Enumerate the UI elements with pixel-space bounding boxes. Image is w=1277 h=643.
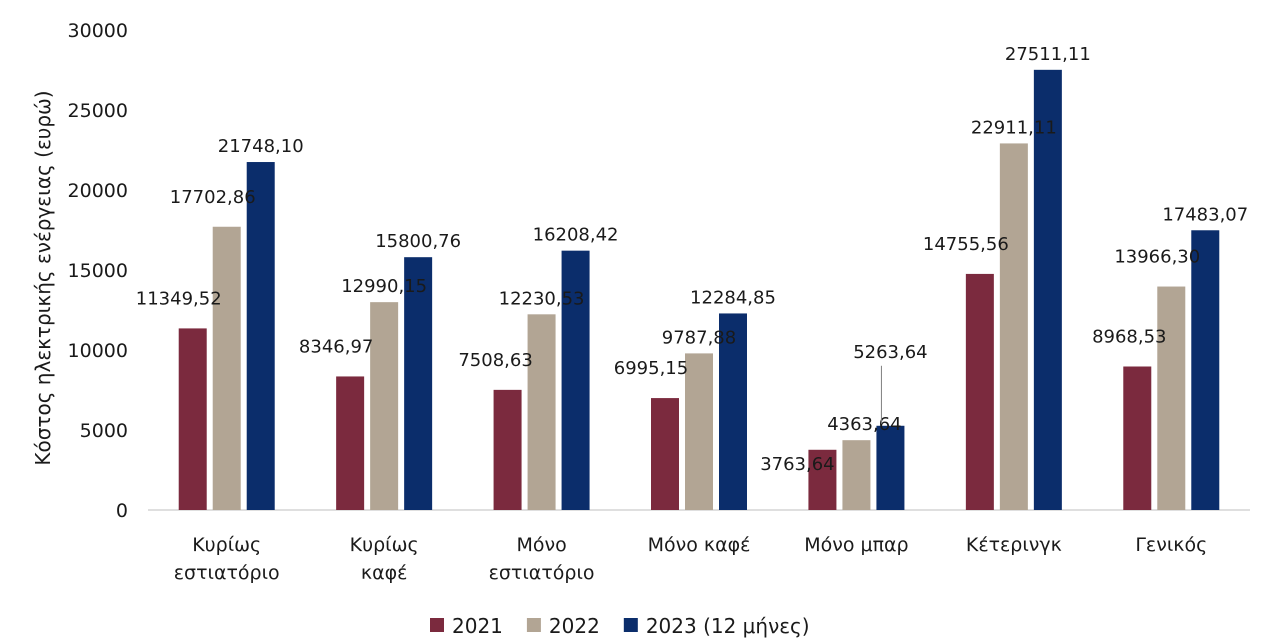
bar: [370, 302, 399, 510]
bar: [527, 314, 556, 510]
legend-swatch: [430, 618, 444, 632]
bar: [212, 226, 241, 510]
data-label: 7508,63: [458, 350, 532, 371]
data-label: 17702,86: [170, 187, 256, 208]
bar: [842, 440, 871, 510]
y-tick-label: 0: [116, 500, 128, 522]
y-tick-label: 5000: [80, 420, 128, 442]
data-label: 8346,97: [299, 336, 373, 357]
category-label: Μόνο καφέ: [648, 534, 751, 556]
data-label: 14755,56: [923, 234, 1009, 255]
category-label: Κέτερινγκ: [966, 534, 1062, 556]
legend-label: 2022: [549, 614, 600, 638]
data-label: 21748,10: [218, 136, 304, 157]
y-axis-title: Κόστος ηλεκτρικής ενέργειας (ευρώ): [31, 90, 55, 465]
bar: [1191, 230, 1220, 510]
data-label: 4363,64: [827, 414, 901, 435]
category-label: Μόνο εστιατόριο: [489, 534, 595, 584]
y-tick-label: 20000: [68, 180, 128, 202]
data-label: 6995,15: [614, 358, 688, 379]
data-label: 13966,30: [1114, 247, 1200, 268]
legend-label: 2023 (12 μήνες): [646, 614, 810, 638]
data-label: 16208,42: [533, 225, 619, 246]
data-label: 8968,53: [1092, 327, 1166, 348]
bar: [808, 449, 837, 510]
data-label: 12284,85: [690, 287, 776, 308]
data-label: 12990,15: [341, 276, 427, 297]
data-label: 27511,11: [1005, 44, 1091, 65]
bar: [685, 353, 713, 510]
data-label: 5263,64: [853, 342, 927, 363]
bar: [1033, 69, 1062, 511]
bar: [178, 328, 207, 510]
data-label: 17483,07: [1162, 204, 1248, 225]
bar: [493, 389, 522, 510]
category-label: Μόνο μπαρ: [804, 534, 908, 556]
category-label: Κυρίως καφέ: [350, 534, 419, 584]
y-tick-label: 10000: [68, 340, 128, 362]
bar: [246, 162, 275, 510]
data-label: 3763,64: [760, 454, 834, 475]
data-labels: 11349,52 8346,97 7508,63 6995,15 3763,64 1475…: [136, 44, 1248, 475]
bar: [719, 313, 747, 510]
bar: [561, 250, 590, 510]
category-label: Κυρίως εστιατόριο: [174, 534, 280, 584]
category-labels: Κυρίως εστιατόριο Κυρίως καφέ Μόνο εστιατόριο…: [174, 534, 1207, 584]
bar: [651, 398, 679, 510]
data-label: 9787,88: [662, 327, 736, 348]
legend-label: 2021: [452, 614, 503, 638]
bar: [999, 143, 1028, 510]
bars: [178, 69, 1220, 511]
bar: [965, 273, 994, 510]
bar: [336, 376, 365, 510]
y-tick-label: 30000: [68, 20, 128, 42]
bar: [876, 425, 905, 510]
legend: 2021 2022 2023 (12 μήνες): [430, 614, 810, 638]
bar: [1123, 366, 1152, 510]
legend-swatch: [526, 618, 541, 632]
data-label: 15800,76: [375, 231, 461, 252]
bar: [1157, 286, 1186, 510]
category-label: Γενικός: [1135, 534, 1207, 556]
y-tick-label: 25000: [68, 100, 128, 122]
data-label: 22911,11: [971, 117, 1057, 138]
data-label: 12230,53: [499, 288, 585, 309]
legend-swatch: [623, 618, 638, 632]
axes: 0 5000 10000 15000 20000 25000 30000: [68, 20, 1250, 522]
data-label: 11349,52: [136, 288, 222, 309]
y-tick-label: 15000: [68, 260, 128, 282]
bar: [404, 257, 433, 510]
